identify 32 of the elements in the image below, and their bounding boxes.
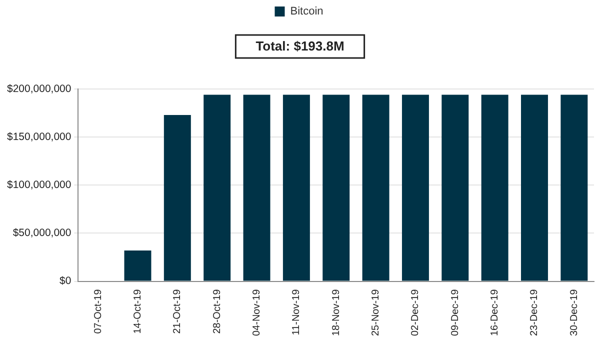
y-tick-label: $100,000,000 xyxy=(6,179,72,192)
legend-label: Bitcoin xyxy=(290,6,324,18)
bar xyxy=(402,94,429,281)
bar xyxy=(204,94,231,281)
bar xyxy=(322,94,350,281)
bar xyxy=(164,114,191,281)
bar xyxy=(243,94,270,281)
x-tick-label: 16-Dec-19 xyxy=(490,288,501,336)
x-tick-label: 09-Dec-19 xyxy=(450,288,461,336)
y-tick-label: $50,000,000 xyxy=(12,227,72,240)
bar xyxy=(521,94,548,281)
x-tick-label: 28-Oct-19 xyxy=(212,288,223,334)
x-tick-label: 04-Nov-19 xyxy=(252,288,263,336)
y-tick-label: $150,000,000 xyxy=(6,130,72,143)
x-tick-label: 11-Nov-19 xyxy=(291,288,302,336)
bar xyxy=(560,94,588,281)
bar xyxy=(282,94,310,281)
bar xyxy=(362,94,390,281)
x-tick-label: 02-Dec-19 xyxy=(410,288,422,336)
x-tick-label: 07-Oct-19 xyxy=(92,288,104,334)
bar xyxy=(481,94,508,281)
x-tick-label: 21-Oct-19 xyxy=(172,288,184,334)
x-tick-label: 25-Nov-19 xyxy=(370,288,382,336)
bar xyxy=(442,94,469,281)
x-tick-label: 14-Oct-19 xyxy=(132,288,144,334)
y-tick-label: $0 xyxy=(60,275,72,288)
x-tick-label: 30-Dec-19 xyxy=(568,288,580,336)
y-tick-label: $200,000,000 xyxy=(6,82,72,95)
x-tick-label: 23-Dec-19 xyxy=(529,288,540,336)
bar xyxy=(124,250,152,281)
text: Total: $193.8M xyxy=(256,38,344,54)
x-tick-label: 18-Nov-19 xyxy=(330,288,342,336)
